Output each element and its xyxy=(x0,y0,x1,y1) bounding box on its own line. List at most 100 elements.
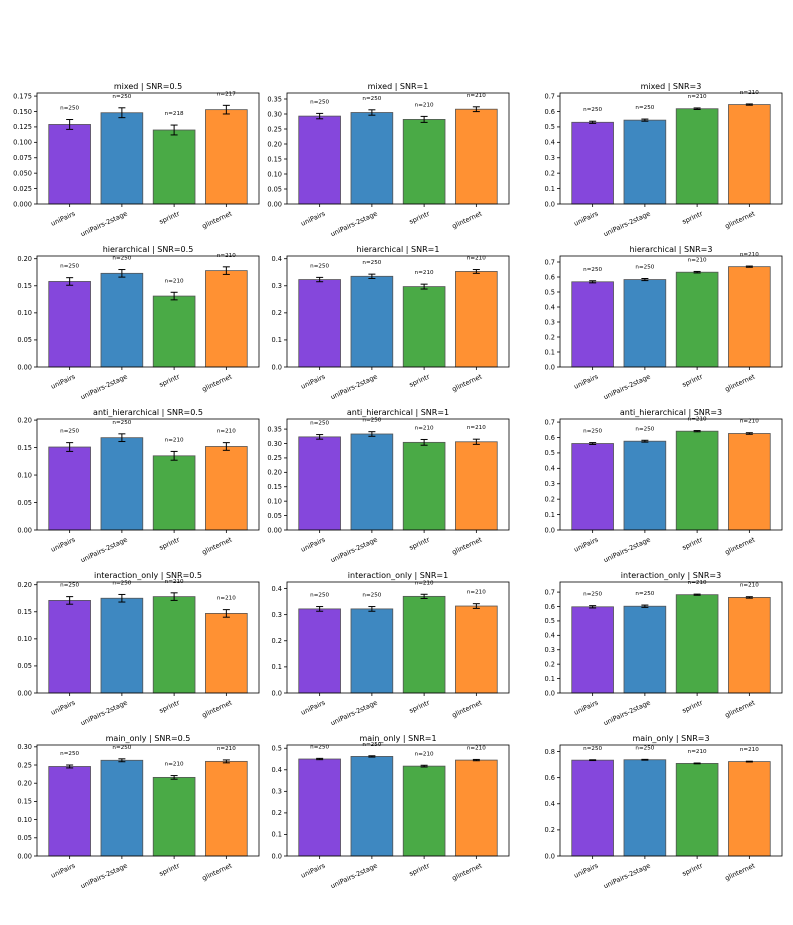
y-tick-label: 0.0 xyxy=(545,526,556,534)
n-label: n=250 xyxy=(310,99,329,105)
x-tick-label: glinternet xyxy=(451,861,484,882)
y-tick-label: 0.30 xyxy=(17,743,32,751)
x-tick-label: glinternet xyxy=(724,535,757,556)
y-tick-label: 0.2 xyxy=(545,495,556,503)
n-label: n=210 xyxy=(688,580,707,586)
y-tick-label: 0.2 xyxy=(545,169,556,177)
y-tick-label: 0.15 xyxy=(17,798,32,806)
y-tick-label: 0.0 xyxy=(272,363,283,371)
y-tick-label: 0.15 xyxy=(17,282,32,290)
n-label: n=210 xyxy=(415,580,434,586)
y-tick-label: 0.100 xyxy=(13,139,32,147)
bar-glinternet xyxy=(455,441,498,531)
y-tick-label: 0.0 xyxy=(272,852,283,860)
n-label: n=210 xyxy=(165,437,184,443)
x-tick-label: glinternet xyxy=(724,372,757,393)
x-tick-label: uniPairs xyxy=(573,698,600,716)
x-tick-label: uniPairs xyxy=(573,209,600,227)
subplot-0: mixed | SNR=0.5 0.000 0.025 0.050 0.075 0.100… xyxy=(13,82,260,238)
bar-sprintr xyxy=(402,441,446,531)
bar-glinternet xyxy=(728,761,771,857)
y-tick-label: 0.20 xyxy=(17,581,32,589)
y-tick-label: 0.025 xyxy=(13,185,32,193)
axes-frame xyxy=(286,744,510,857)
subplot-5: hierarchical | SNR=3 0.0 0.1 0.2 0.3 0.4 0.5 0.… xyxy=(545,245,783,401)
x-tick-label: glinternet xyxy=(201,698,234,719)
y-tick-label: 0.05 xyxy=(17,499,32,507)
x-tick-label: uniPairs-2stage xyxy=(79,699,128,728)
y-tick-label: 0.10 xyxy=(17,471,32,479)
y-tick-label: 0.1 xyxy=(272,663,283,671)
axes-frame xyxy=(286,418,510,531)
subplot-1: mixed | SNR=1 0.00 0.05 0.10 0.15 0.20 0.25 0.3… xyxy=(267,82,510,238)
y-tick-label: 0.5 xyxy=(545,449,556,457)
bar-uniPairs xyxy=(298,608,341,694)
subplot-11: interaction_only | SNR=3 0.0 0.1 0.2 0.3 0.4 0… xyxy=(545,571,783,727)
subplot-6: anti_hierarchical | SNR=0.5 0.00 0.05 0.10 0… xyxy=(17,408,260,565)
x-tick-label: sprintr xyxy=(408,535,431,552)
x-tick-label: uniPairs xyxy=(50,861,77,879)
n-label: n=250 xyxy=(635,591,654,597)
x-tick-label: glinternet xyxy=(201,535,234,556)
y-tick-label: 0.3 xyxy=(272,282,283,290)
subplot-14: main_only | SNR=3 0.0 0.2 0.4 0.6 0.8 n=250 uni… xyxy=(545,734,783,890)
x-tick-label: sprintr xyxy=(158,535,181,552)
y-tick-label: 0.075 xyxy=(13,154,32,162)
x-tick-label: uniPairs-2stage xyxy=(79,536,128,565)
y-tick-label: 0.6 xyxy=(545,774,556,782)
n-label: n=250 xyxy=(362,260,381,266)
bar-uniPairs xyxy=(48,281,91,368)
y-tick-label: 0.15 xyxy=(267,483,282,491)
x-tick-label: uniPairs xyxy=(573,372,600,390)
x-tick-label: uniPairs-2stage xyxy=(329,699,378,728)
bar-uniPairs-2stage xyxy=(623,119,667,205)
n-label: n=250 xyxy=(60,429,79,435)
n-label: n=250 xyxy=(583,107,602,113)
bar-sprintr xyxy=(402,286,446,368)
n-label: n=210 xyxy=(415,102,434,108)
subplot-4: hierarchical | SNR=1 0.0 0.1 0.2 0.3 0.4 n=250… xyxy=(272,245,510,401)
bar-sprintr xyxy=(675,594,719,694)
x-tick-label: uniPairs-2stage xyxy=(329,536,378,565)
bar-uniPairs xyxy=(298,279,341,368)
y-tick-label: 0.4 xyxy=(545,139,556,147)
y-tick-label: 0.150 xyxy=(13,108,32,116)
y-tick-label: 0.20 xyxy=(267,469,282,477)
y-tick-label: 0.0 xyxy=(545,852,556,860)
y-tick-label: 0.000 xyxy=(13,200,32,208)
axes-frame xyxy=(559,418,783,531)
n-label: n=210 xyxy=(467,425,486,431)
y-tick-label: 0.2 xyxy=(272,809,283,817)
x-tick-label: glinternet xyxy=(724,209,757,230)
subplot-10: interaction_only | SNR=1 0.0 0.1 0.2 0.3 0.4 n… xyxy=(272,571,510,727)
y-tick-label: 0.2 xyxy=(272,637,283,645)
y-tick-label: 0.20 xyxy=(17,255,32,263)
bar-glinternet xyxy=(455,271,498,368)
x-tick-label: glinternet xyxy=(451,698,484,719)
subplot-title: main_only | SNR=1 xyxy=(359,734,436,743)
bar-glinternet xyxy=(728,104,771,205)
y-tick-label: 0.20 xyxy=(17,780,32,788)
subplot-2: mixed | SNR=3 0.0 0.1 0.2 0.3 0.4 0.5 0.6 0.7 n=2… xyxy=(545,82,783,238)
y-tick-label: 0.00 xyxy=(17,689,32,697)
n-label: n=210 xyxy=(165,762,184,768)
y-tick-label: 0.25 xyxy=(267,454,282,462)
x-tick-label: sprintr xyxy=(408,698,431,715)
n-label: n=210 xyxy=(217,746,236,752)
axes-frame xyxy=(36,744,260,857)
bar-sprintr xyxy=(152,776,196,857)
n-label: n=210 xyxy=(165,278,184,284)
x-tick-label: uniPairs xyxy=(573,861,600,879)
y-tick-label: 0.1 xyxy=(272,336,283,344)
x-tick-label: uniPairs xyxy=(573,535,600,553)
bar-uniPairs xyxy=(571,281,614,368)
y-tick-label: 0.3 xyxy=(545,480,556,488)
bar-glinternet xyxy=(205,613,248,694)
y-tick-label: 0.4 xyxy=(272,585,283,593)
n-label: n=250 xyxy=(635,265,654,271)
axes-frame xyxy=(286,255,510,368)
x-tick-label: uniPairs xyxy=(50,698,77,716)
bar-uniPairs xyxy=(571,606,614,694)
y-tick-label: 0.00 xyxy=(267,200,282,208)
bar-sprintr xyxy=(675,430,719,531)
